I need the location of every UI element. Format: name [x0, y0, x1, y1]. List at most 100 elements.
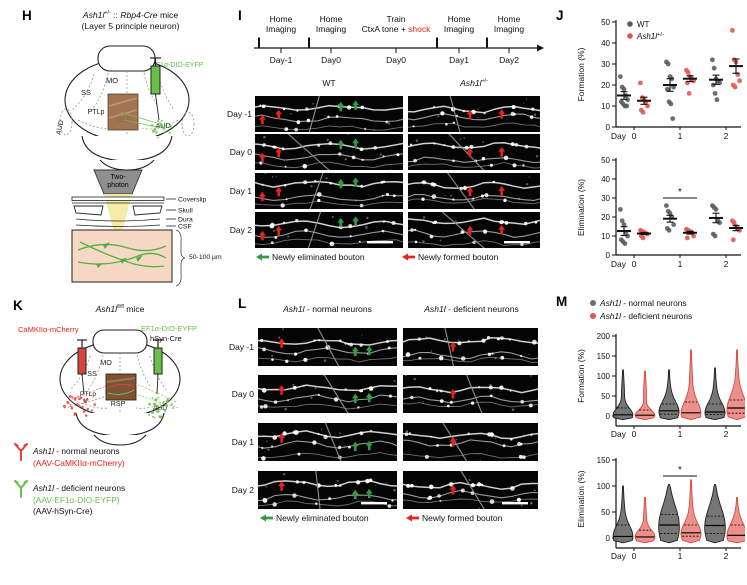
svg-text:100: 100: [597, 482, 611, 491]
neurite-image: [403, 130, 545, 174]
camk-mcherry-label: CaMKIIα-mCherry: [18, 325, 79, 334]
svg-text:0: 0: [606, 412, 611, 421]
col-header-wt: WT: [322, 78, 336, 88]
panel-l-label: L: [238, 296, 247, 311]
microscopy-deficient-day0: [398, 371, 543, 417]
objective-label-1: Two-: [110, 174, 126, 181]
svg-text:WT: WT: [637, 20, 650, 29]
timeline-axis: [254, 37, 537, 53]
microscopy-deficient-day1: [398, 419, 543, 465]
imaging-window: [107, 93, 139, 131]
skull-left: [73, 205, 104, 216]
svg-text:150: 150: [597, 352, 611, 361]
deficient-neuron-legend-line3: (AAV-hSyn-Cre): [33, 506, 93, 516]
panel-h-title-line1: Ash1l+/- :: Rbp4-Cre mice: [82, 10, 179, 20]
panel-h-label: H: [22, 8, 32, 23]
region-label-ss: SS: [87, 369, 97, 378]
neurite-image: [403, 169, 545, 213]
green-arrow-icon: [260, 514, 273, 522]
experiment-timeline: Home Imaging Home Imaging Train CtxA ton…: [254, 14, 544, 65]
formation-scatter-chart: 0 10 20 30 40 50 0 1 2 Day Formation (%) WT Ash1l+/-: [573, 12, 745, 153]
region-label-ss: SS: [81, 88, 91, 97]
timeline-day: Day-1: [270, 55, 293, 65]
timeline-arrowhead: [537, 44, 544, 52]
legend-formed-bouton: Newly formed bouton: [402, 252, 498, 262]
svg-text:20: 20: [601, 213, 610, 222]
ef1a-eyfp-label: EF1α-DIO-EYFP: [141, 324, 198, 333]
layer-label-coverslip: Coverslip: [178, 197, 207, 204]
svg-text:0: 0: [632, 429, 637, 439]
svg-text:Day1: Day1: [449, 55, 469, 65]
svg-text:0: 0: [606, 534, 611, 543]
svg-text:20: 20: [601, 81, 610, 90]
svg-text:2: 2: [724, 131, 729, 141]
microscopy-wt-day1: [250, 169, 408, 213]
svg-text:Imaging: Imaging: [444, 24, 475, 34]
svg-text:Imaging: Imaging: [316, 24, 347, 34]
deficient-neuron-legend-line2: (AAV-EF1α-DIO-EYFP): [33, 495, 120, 505]
m_formation-svg: 0 50 100 150 200 0 1 2 Day Formation (%): [576, 332, 747, 439]
svg-text:1: 1: [678, 259, 683, 269]
col-header-deficient: Ash1l - deficient neurons: [424, 304, 519, 314]
svg-text:Day: Day: [611, 131, 627, 141]
svg-text:Elimination (%): Elimination (%): [576, 470, 586, 527]
microscopy-wt-day2: [250, 208, 408, 252]
m-legend-deficient: Ash1l - deficient neurons: [590, 311, 692, 321]
svg-text:50: 50: [601, 508, 610, 517]
svg-text:0: 0: [632, 259, 637, 269]
row-label-day1: Day 1: [231, 437, 254, 447]
region-label-mo: MO: [106, 76, 118, 85]
svg-text:50: 50: [601, 156, 610, 165]
dura-layer: [75, 218, 161, 222]
svg-text:40: 40: [601, 39, 610, 48]
red-arrow-icon: [402, 253, 415, 261]
shock-label: shock: [408, 24, 431, 34]
row-label-day-1: Day -1: [226, 109, 252, 119]
region-label-aud-left: AUD: [56, 120, 66, 136]
skull-right: [132, 205, 163, 216]
svg-text:0: 0: [606, 123, 611, 132]
microscopy-normal-day0: [253, 371, 402, 417]
svg-text:Day: Day: [611, 551, 627, 561]
aav-injection-label: AAV: EF1α-DIO-EYFP: [134, 62, 204, 69]
svg-text:0: 0: [606, 251, 611, 260]
olfactory-bulb-outline: [92, 329, 148, 354]
region-label-ptlp: PTLp: [80, 391, 96, 398]
microscopy-het-day0: [403, 130, 545, 174]
row-label-day1: Day 1: [229, 186, 252, 196]
red-dot-icon: [590, 313, 596, 319]
panel-m-label: M: [556, 294, 568, 309]
green-arrow-icon: [256, 253, 269, 261]
svg-text:150: 150: [597, 456, 611, 465]
region-label-ptlp: PTLp: [88, 109, 105, 116]
row-label-day0: Day 0: [231, 389, 254, 399]
panel-h-title-line2: (Layer 5 principle neuron): [81, 21, 180, 32]
neurite-image: [398, 324, 543, 370]
cerebellum-outline: [81, 135, 173, 162]
layer-label-dura: Dura: [178, 217, 193, 224]
panel-k-label: K: [13, 298, 23, 313]
neurite-image: [250, 130, 408, 174]
hsyn-cre-label: hSyn-Cre: [150, 334, 182, 343]
deficient-neuron-legend-line1: Ash1l - deficient neurons: [33, 483, 126, 493]
microscopy-het-day2: [403, 208, 545, 252]
neurite-image: [253, 419, 402, 465]
neurite-image: [398, 467, 543, 513]
cortical-tissue: [71, 229, 173, 283]
cerebellum-outline: [75, 412, 165, 437]
svg-text:40: 40: [601, 175, 610, 184]
row-label-day2: Day 2: [229, 225, 252, 235]
neurite-image: [403, 92, 545, 136]
svg-text:1: 1: [678, 551, 683, 561]
svg-text:2: 2: [724, 259, 729, 269]
svg-text:2: 2: [724, 551, 729, 561]
microscopy-deficient-day2: [398, 467, 543, 513]
eyfp-axon: [107, 389, 135, 395]
m_elimination-svg: 0 50 100 150 0 1 2 Day Elimination (%) *: [576, 456, 747, 561]
m-legend-normal: Ash1l - normal neurons: [590, 298, 687, 308]
neurite-image: [253, 467, 402, 513]
region-label-aud: AUD: [153, 405, 167, 412]
microscopy-het-day-1: [403, 92, 545, 136]
svg-text:Home: Home: [448, 14, 471, 24]
